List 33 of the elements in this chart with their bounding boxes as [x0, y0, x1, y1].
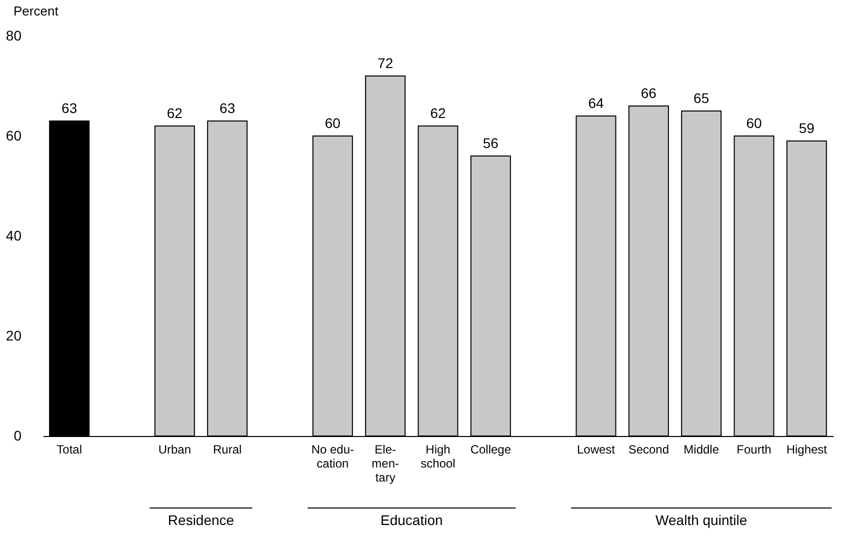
x-tick-label: Rural [212, 442, 242, 456]
y-tick-label: 80 [6, 28, 22, 44]
text: Residence [168, 512, 234, 528]
y-axis-title: Percent [14, 4, 59, 18]
x-tick-label: Ele- men- tary [372, 442, 400, 484]
text: Education [380, 512, 443, 528]
data-label: 66 [640, 85, 657, 101]
x-tick-label: Highest [786, 442, 828, 456]
data-label: 62 [430, 105, 446, 121]
y-tick-label: 40 [6, 228, 22, 244]
data-label: 64 [588, 95, 604, 111]
data-label: 63 [62, 100, 78, 116]
data-label: 56 [482, 135, 499, 151]
y-tick-label: 0 [14, 428, 22, 444]
data-label: 62 [166, 105, 183, 121]
x-tick-label: Total [56, 442, 82, 456]
x-tick-label: Second [628, 442, 670, 456]
x-tick-label: No edu- cation [311, 442, 354, 470]
x-tick-label: High school [420, 442, 456, 470]
data-label: 63 [220, 100, 236, 116]
text: Wealth quintile [656, 512, 748, 528]
x-tick-label: Urban [158, 442, 192, 456]
x-tick-label: Middle [684, 442, 720, 456]
data-label: 72 [378, 55, 394, 71]
data-label: 59 [798, 120, 815, 136]
x-tick-label: College [470, 442, 512, 456]
data-label: 65 [694, 90, 710, 106]
x-tick-label: Lowest [576, 442, 616, 456]
y-tick-label: 20 [6, 328, 22, 344]
x-tick-label: Fourth [736, 442, 772, 456]
data-label: 60 [746, 115, 762, 131]
y-tick-label: 60 [6, 128, 22, 144]
data-label: 60 [324, 115, 341, 131]
